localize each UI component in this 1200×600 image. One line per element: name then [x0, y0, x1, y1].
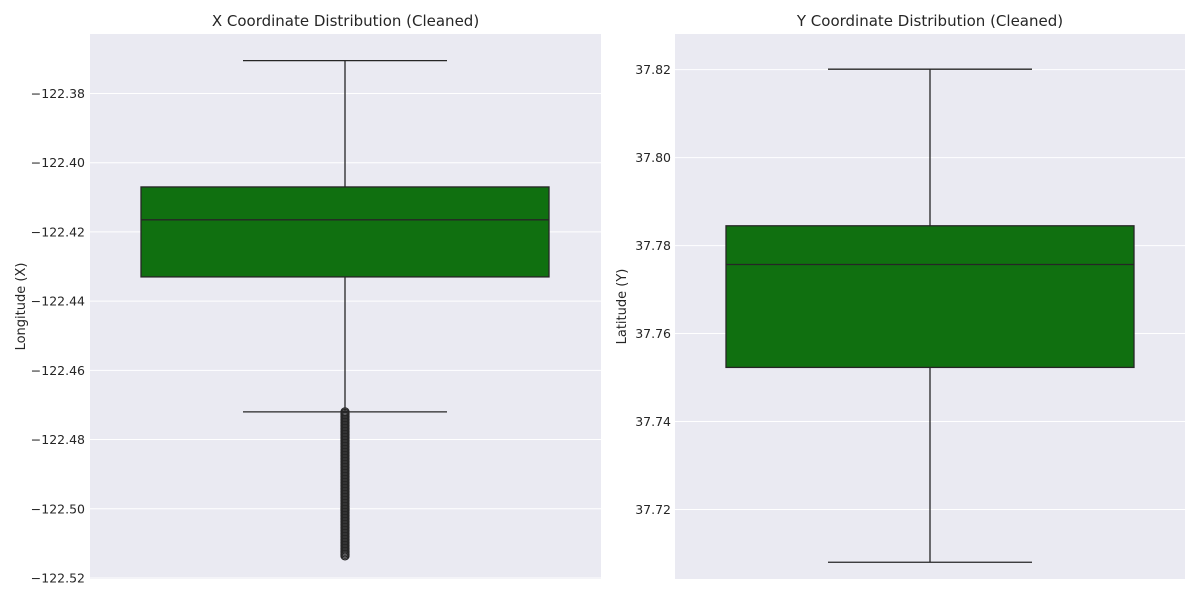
- y-tick-label: −122.50: [31, 501, 85, 516]
- y-tick-label: 37.78: [635, 238, 671, 253]
- y-tick-label: −122.42: [31, 224, 85, 239]
- chart-title: X Coordinate Distribution (Cleaned): [212, 12, 479, 30]
- box-iqr: [725, 225, 1135, 369]
- y-tick-label: −122.46: [31, 363, 85, 378]
- y-tick-label: 37.74: [635, 414, 671, 429]
- y-tick-label: −122.38: [31, 86, 85, 101]
- y-tick-label: −122.52: [31, 570, 85, 585]
- subplot-1: −122.52 −122.50 −122.48 −122.46 −122.44 −122.…: [14, 12, 601, 585]
- y-tick-label: −122.44: [31, 294, 85, 309]
- chart-title: Y Coordinate Distribution (Cleaned): [796, 12, 1063, 30]
- y-tick-label: 37.80: [635, 150, 671, 165]
- y-tick-label: 37.82: [635, 62, 671, 77]
- y-axis-label: Latitude (Y): [615, 269, 630, 345]
- y-tick-label: −122.48: [31, 432, 85, 447]
- y-tick-label: 37.72: [635, 502, 671, 517]
- outliers: [340, 407, 350, 561]
- y-tick-label: −122.40: [31, 155, 85, 170]
- box-iqr: [140, 186, 550, 278]
- y-axis-label: Longitude (X): [14, 263, 29, 351]
- subplot-2: 37.72 37.74 37.76 37.78 37.80 37.82 Y Coordina…: [615, 12, 1185, 579]
- outlier-point: [340, 551, 350, 561]
- y-tick-label: 37.76: [635, 326, 671, 341]
